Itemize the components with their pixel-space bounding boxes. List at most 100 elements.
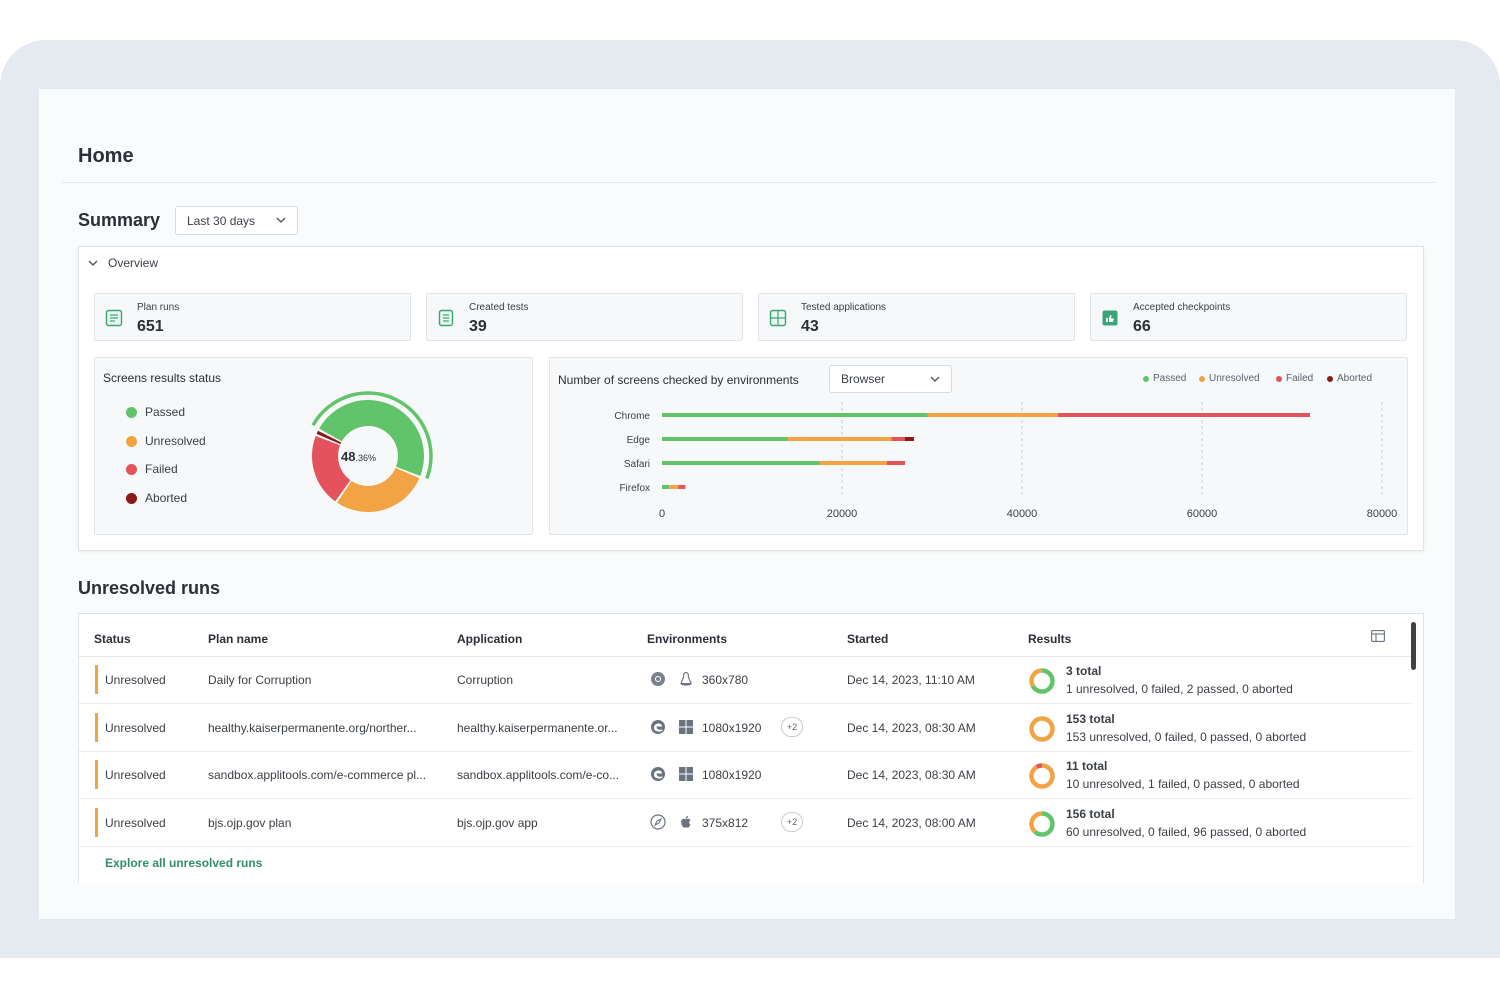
bar-segment-failed[interactable]: [891, 437, 906, 441]
stat-plan-runs[interactable]: Plan runs 651: [94, 293, 411, 341]
column-started[interactable]: Started: [847, 632, 889, 646]
bar-segment-passed[interactable]: [662, 413, 928, 417]
result-ring-chart: [1029, 668, 1055, 694]
unresolved-runs-title: Unresolved runs: [78, 578, 221, 598]
results-donut-chart: [311, 391, 433, 512]
table-settings-icon[interactable]: [1371, 630, 1385, 642]
bar-segment-failed[interactable]: [887, 461, 905, 465]
chart-legend-aborted[interactable]: Aborted: [1327, 373, 1372, 384]
title-divider: [62, 182, 1436, 183]
results-detail: 153 unresolved, 0 failed, 0 passed, 0 ab…: [1066, 729, 1307, 744]
more-environments-badge[interactable]: +2: [781, 811, 803, 832]
plan-name-cell[interactable]: Daily for Corruption: [208, 673, 312, 687]
stat-label: Accepted checkpoints: [1133, 302, 1231, 313]
unresolved-runs-table: Status Plan name Application Environment…: [78, 613, 1424, 883]
application-cell[interactable]: Corruption: [457, 673, 514, 687]
failed-ring-segment: [1029, 763, 1055, 789]
unresolved-donut-slice[interactable]: [337, 467, 420, 512]
tested-applications-icon: [769, 309, 787, 327]
unresolved-dot: [126, 435, 137, 447]
bar-segment-unresolved[interactable]: [788, 437, 892, 441]
chart-legend-failed[interactable]: Failed: [1276, 373, 1313, 384]
status-cell: Unresolved: [105, 768, 166, 782]
bar-segment-unresolved[interactable]: [819, 461, 888, 465]
application-cell[interactable]: sandbox.applitools.com/e-co...: [457, 768, 620, 782]
bar-segment-failed[interactable]: [1058, 413, 1310, 417]
resolution-cell: 375x812: [702, 815, 749, 830]
resolution-cell: 1080x1920: [702, 768, 762, 782]
unresolved-ring-segment: [1029, 715, 1055, 742]
x-tick-label: 80000: [1367, 508, 1398, 520]
application-cell[interactable]: bjs.ojp.gov app: [457, 815, 538, 830]
stat-label: Tested applications: [801, 302, 887, 313]
bar-segment-passed[interactable]: [662, 485, 670, 489]
passed-donut-slice[interactable]: [319, 399, 424, 476]
table-scrollbar[interactable]: [1411, 622, 1416, 670]
failed-donut-slice[interactable]: [312, 436, 351, 502]
environment-type-select[interactable]: Browser: [829, 365, 952, 393]
stat-created-tests[interactable]: Created tests 39: [426, 293, 743, 341]
environments-bar-chart: 0 20000 40000 60000 80000 Chrome Edge Safari Fir…: [614, 402, 1398, 520]
legend-label: Unresolved: [145, 434, 206, 448]
overview-toggle[interactable]: Overview: [87, 256, 158, 270]
application-cell[interactable]: healthy.kaiserpermanente.or...: [457, 720, 618, 735]
explore-unresolved-link[interactable]: Explore all unresolved runs: [105, 856, 263, 870]
y-tick-label: Chrome: [614, 411, 650, 422]
bar-segment-passed[interactable]: [662, 461, 820, 465]
resolution-cell: 360x780: [702, 673, 749, 687]
bar-segment-passed[interactable]: [662, 437, 788, 441]
started-cell: Dec 14, 2023, 08:30 AM: [847, 720, 976, 735]
table-row[interactable]: Unresolved healthy.kaiserpermanente.org/n…: [79, 705, 1411, 752]
failed-dot: [126, 463, 137, 475]
table-row[interactable]: Unresolved Daily for Corruption Corruption…: [79, 657, 1411, 704]
legend-label: Aborted: [145, 491, 188, 505]
bar-segment-unresolved[interactable]: [927, 413, 1059, 417]
stat-accepted-checkpoints[interactable]: Accepted checkpoints 66: [1090, 293, 1407, 341]
y-tick-label: Edge: [627, 435, 651, 446]
status-indicator: [95, 807, 98, 837]
table-row[interactable]: Unresolved sandbox.applitools.com/e-comme…: [79, 752, 1411, 799]
legend-failed[interactable]: Failed: [126, 462, 178, 476]
unresolved-ring-segment: [1029, 668, 1055, 694]
aborted-donut-slice[interactable]: [316, 430, 342, 445]
status-cell: Unresolved: [105, 815, 166, 830]
plan-name-cell[interactable]: sandbox.applitools.com/e-commerce pl...: [208, 768, 427, 782]
chart-legend-label: Failed: [1286, 373, 1314, 384]
column-results[interactable]: Results: [1028, 632, 1072, 646]
bar-segment-failed[interactable]: [678, 485, 686, 489]
column-status[interactable]: Status: [94, 632, 131, 646]
more-environments-badge[interactable]: +2: [781, 716, 803, 737]
result-ring-chart: [1029, 715, 1055, 742]
column-application[interactable]: Application: [457, 632, 523, 646]
stat-label: Created tests: [469, 302, 529, 313]
results-total: 153 total: [1066, 711, 1115, 726]
column-environments[interactable]: Environments: [647, 632, 728, 646]
chevron-down-icon: [930, 376, 940, 382]
table-row[interactable]: Unresolved bjs.ojp.gov plan bjs.ojp.gov ap…: [79, 800, 1411, 847]
edge-icon: [651, 719, 665, 734]
legend-unresolved[interactable]: Unresolved: [126, 434, 206, 448]
status-indicator: [95, 760, 98, 789]
status-indicator: [95, 712, 98, 742]
bar-segment-unresolved[interactable]: [669, 485, 679, 489]
date-range-select[interactable]: Last 30 days: [175, 206, 298, 235]
donut-center-value: 48.36%: [341, 449, 376, 464]
column-plan-name[interactable]: Plan name: [208, 632, 269, 646]
legend-passed[interactable]: Passed: [126, 405, 185, 419]
plan-name-cell[interactable]: healthy.kaiserpermanente.org/norther...: [208, 720, 417, 735]
passed-dot: [126, 406, 137, 418]
chrome-icon: [651, 672, 665, 686]
chart-legend-unresolved[interactable]: Unresolved: [1199, 373, 1260, 384]
chart-legend-passed[interactable]: Passed: [1143, 373, 1186, 384]
stat-tested-applications[interactable]: Tested applications 43: [758, 293, 1075, 341]
y-tick-label: Firefox: [619, 483, 650, 494]
plan-name-cell[interactable]: bjs.ojp.gov plan: [208, 815, 292, 830]
results-detail: 1 unresolved, 0 failed, 2 passed, 0 abor…: [1066, 682, 1293, 696]
legend-aborted[interactable]: Aborted: [126, 491, 187, 505]
bar-segment-aborted[interactable]: [905, 437, 914, 441]
x-tick-label: 0: [659, 508, 665, 520]
aborted-dot: [126, 492, 137, 504]
started-cell: Dec 14, 2023, 08:30 AM: [847, 768, 976, 782]
x-tick-label: 40000: [1007, 508, 1038, 520]
edge-icon: [651, 767, 665, 781]
